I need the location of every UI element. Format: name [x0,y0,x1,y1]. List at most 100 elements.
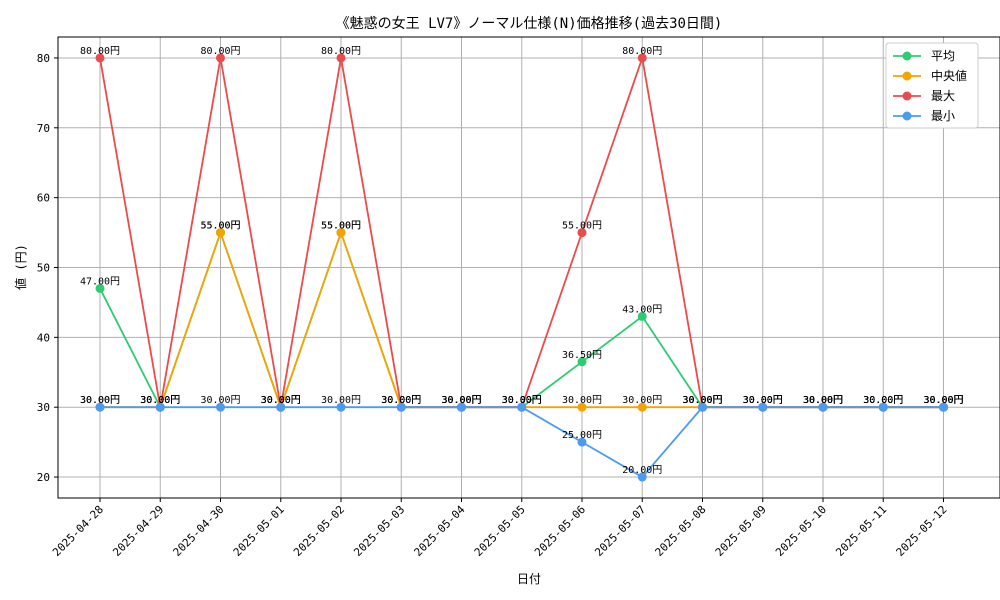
data-point-0 [637,311,647,321]
data-point-2 [216,53,225,63]
x-tick-label: 2025-05-04 [412,503,468,559]
data-label-3: 30.00円 [502,395,542,406]
x-tick-label: 2025-05-05 [472,503,528,559]
data-label-1: 30.00円 [562,395,602,406]
data-point-3 [95,402,105,412]
data-label-1: 30.00円 [140,395,180,406]
x-axis: 2025-04-28 2025-04-29 2025-04-30 2025-05-01… [50,498,950,559]
data-point-1 [637,402,647,412]
legend-label: 最小 [931,109,955,123]
series-group [95,53,948,482]
data-label-0: 55.00円 [321,221,361,232]
data-label-2: 30.00円 [140,395,180,406]
data-point-3 [517,402,527,412]
data-label-1: 55.00円 [200,221,240,232]
y-tick-label: 20 [37,471,50,484]
data-label-3: 30.00円 [743,395,783,406]
data-label-0: 36.50円 [562,350,602,361]
x-tick-label: 2025-05-08 [653,503,709,559]
legend-marker [902,91,912,101]
data-label-2: 80.00円 [321,46,361,57]
data-label-1: 30.00円 [622,395,662,406]
x-tick-label: 2025-05-03 [351,503,407,559]
data-label-2: 30.00円 [502,395,542,406]
data-label-2: 30.00円 [863,395,903,406]
data-label-0: 30.00円 [743,395,783,406]
data-point-0 [95,283,105,293]
data-label-3: 30.00円 [441,395,481,406]
data-label-3: 30.00円 [682,395,722,406]
x-axis-label: 日付 [517,572,541,586]
data-point-3 [457,402,466,412]
legend-label: 平均 [931,49,955,63]
data-label-1: 30.00円 [682,395,722,406]
data-label-2: 30.00円 [261,395,301,406]
data-label-2: 80.00円 [80,46,120,57]
data-label-1: 30.00円 [863,395,903,406]
data-point-3 [758,402,768,412]
data-point-3 [637,472,647,482]
data-label-3: 30.00円 [803,395,843,406]
data-label-0: 43.00円 [622,304,662,315]
data-label-2: 55.00円 [562,221,602,232]
data-point-2 [637,53,647,63]
x-tick-label: 2025-05-11 [833,503,889,559]
data-point-3 [818,402,828,412]
legend-label: 最大 [931,89,955,103]
data-point-3 [155,402,165,412]
y-tick-label: 30 [37,401,50,414]
data-label-3: 20.00円 [622,465,662,476]
data-label-0: 30.00円 [261,395,301,406]
data-label-1: 30.00円 [80,395,120,406]
x-tick-label: 2025-04-29 [110,503,166,559]
data-labels: 47.00円 30.00円 55.00円 30.00円 55.00円 30.00円 30.0… [80,46,964,476]
data-label-2: 80.00円 [622,46,662,57]
data-point-2 [577,228,587,238]
legend-label: 中央値 [931,68,967,83]
data-label-2: 30.00円 [923,395,963,406]
data-point-3 [878,402,888,412]
data-label-0: 30.00円 [923,395,963,406]
x-tick-label: 2025-04-30 [171,503,227,559]
data-label-1: 30.00円 [441,395,481,406]
data-label-0: 30.00円 [863,395,903,406]
y-tick-label: 60 [37,192,50,205]
data-label-1: 30.00円 [743,395,783,406]
y-axis-label: 値 (円) [13,244,28,290]
data-label-0: 30.00円 [502,395,542,406]
data-label-0: 30.00円 [381,395,421,406]
x-tick-label: 2025-05-10 [773,503,829,559]
y-tick-label: 40 [37,331,50,344]
data-label-2: 30.00円 [441,395,481,406]
data-label-2: 30.00円 [682,395,722,406]
data-label-1: 30.00円 [381,395,421,406]
data-label-3: 25.00円 [562,430,602,441]
data-point-3 [698,402,707,412]
x-tick-label: 2025-05-02 [291,503,347,559]
data-point-2 [336,53,346,63]
data-label-2: 30.00円 [381,395,421,406]
data-label-3: 30.00円 [321,395,361,406]
chart-title: 《魅惑の女王 LV7》ノーマル仕様(N)価格推移(過去30日間) [336,15,723,32]
x-tick-label: 2025-05-12 [894,503,950,559]
data-label-3: 30.00円 [140,395,180,406]
data-point-1 [336,228,346,238]
legend-marker [902,51,912,61]
data-point-3 [939,402,948,412]
data-label-3: 30.00円 [80,395,120,406]
data-label-1: 55.00円 [321,221,361,232]
data-point-0 [577,357,587,367]
data-label-2: 80.00円 [200,46,240,57]
data-label-1: 30.00円 [923,395,963,406]
data-label-0: 55.00円 [200,221,240,232]
data-label-2: 30.00円 [743,395,783,406]
data-point-3 [577,437,587,447]
data-label-1: 30.00円 [502,395,542,406]
x-tick-label: 2025-05-09 [713,503,769,559]
x-tick-label: 2025-05-06 [532,503,588,559]
data-point-3 [276,402,286,412]
grid [58,37,1000,498]
data-point-3 [336,402,346,412]
